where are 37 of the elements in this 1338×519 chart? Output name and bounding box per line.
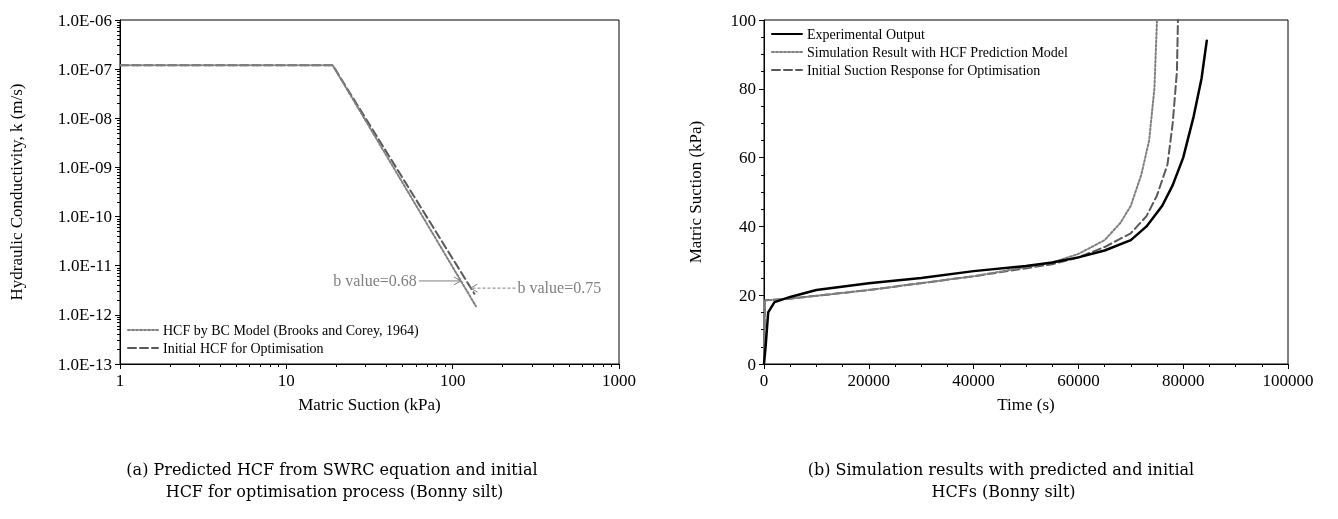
y-tick-label: 1.0E-13 <box>57 354 112 374</box>
x-tick-label: 60000 <box>1057 371 1100 390</box>
annotation: b value=0.75 <box>517 279 602 297</box>
x-tick-label: 0 <box>759 371 769 390</box>
y-tick-label: 20 <box>739 285 756 305</box>
y-axis-title: Hydraulic Conductivity, k (m/s) <box>7 83 26 301</box>
x-tick-label: 100 <box>439 371 466 390</box>
x-tick-label: 20000 <box>847 371 891 390</box>
text: (b) Simulation results with predicted and initial HCFs (Bonny silt) <box>807 459 1200 501</box>
y-tick-label: 1.0E-08 <box>57 108 112 128</box>
y-tick-label: 80 <box>739 79 756 99</box>
legend-label: Experimental Output <box>807 26 925 42</box>
y-tick-label: 60 <box>739 148 756 168</box>
x-tick-label: 1 <box>115 371 125 390</box>
legend-label: Simulation Result with HCF Prediction Model <box>807 44 1069 60</box>
legend-label: Initial Suction Response for Optimisation <box>807 62 1041 78</box>
y-tick-label: 100 <box>730 10 756 30</box>
x-axis-title: Time (s) <box>997 395 1055 414</box>
y-tick-label: 0 <box>747 354 756 374</box>
y-tick-label: 40 <box>739 216 756 236</box>
x-axis-title: Matric Suction (kPa) <box>298 395 441 414</box>
y-axis-title: Matric Suction (kPa) <box>686 120 705 264</box>
legend-label: Initial HCF for Optimisation <box>163 340 324 356</box>
y-tick-label: 1.0E-11 <box>58 256 112 276</box>
x-tick-label: 10 <box>277 371 295 390</box>
annotation: b value=0.68 <box>333 271 417 289</box>
y-tick-label: 1.0E-06 <box>57 10 112 30</box>
y-tick-label: 1.0E-10 <box>57 207 112 227</box>
legend-label: HCF by BC Model (Brooks and Corey, 1964) <box>163 322 420 339</box>
x-tick-label: 100000 <box>1262 371 1314 390</box>
x-tick-label: 40000 <box>952 371 995 390</box>
y-tick-label: 1.0E-09 <box>57 157 112 177</box>
x-tick-label: 1000 <box>602 371 636 390</box>
y-tick-label: 1.0E-07 <box>57 59 113 79</box>
text: (a) Predicted HCF from SWRC equation and initial HCF for optimisation process (Bonny silt) <box>126 459 543 501</box>
y-tick-label: 1.0E-12 <box>57 305 112 325</box>
x-tick-label: 80000 <box>1161 371 1205 390</box>
